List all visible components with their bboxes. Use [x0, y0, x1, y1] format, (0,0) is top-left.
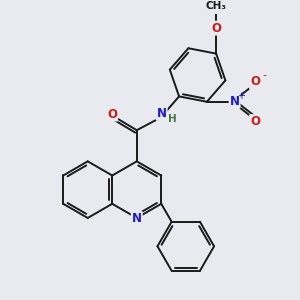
Text: CH₃: CH₃ — [206, 1, 227, 11]
Text: H: H — [168, 114, 177, 124]
Text: -: - — [262, 70, 266, 80]
Text: +: + — [237, 91, 245, 100]
Text: N: N — [132, 212, 142, 225]
Text: O: O — [107, 108, 117, 121]
Text: O: O — [250, 75, 260, 88]
Text: N: N — [157, 107, 167, 120]
Text: O: O — [211, 22, 221, 34]
Text: N: N — [230, 95, 240, 108]
Text: O: O — [250, 115, 260, 128]
